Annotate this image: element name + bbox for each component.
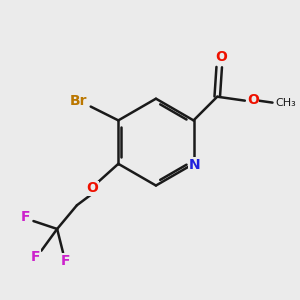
Text: F: F — [31, 250, 40, 264]
Text: O: O — [247, 93, 259, 107]
Text: Br: Br — [70, 94, 88, 108]
Text: O: O — [215, 50, 227, 64]
Text: F: F — [21, 210, 30, 224]
Text: CH₃: CH₃ — [275, 98, 296, 108]
Text: F: F — [60, 254, 70, 268]
Text: O: O — [87, 182, 99, 196]
Text: N: N — [189, 158, 200, 172]
